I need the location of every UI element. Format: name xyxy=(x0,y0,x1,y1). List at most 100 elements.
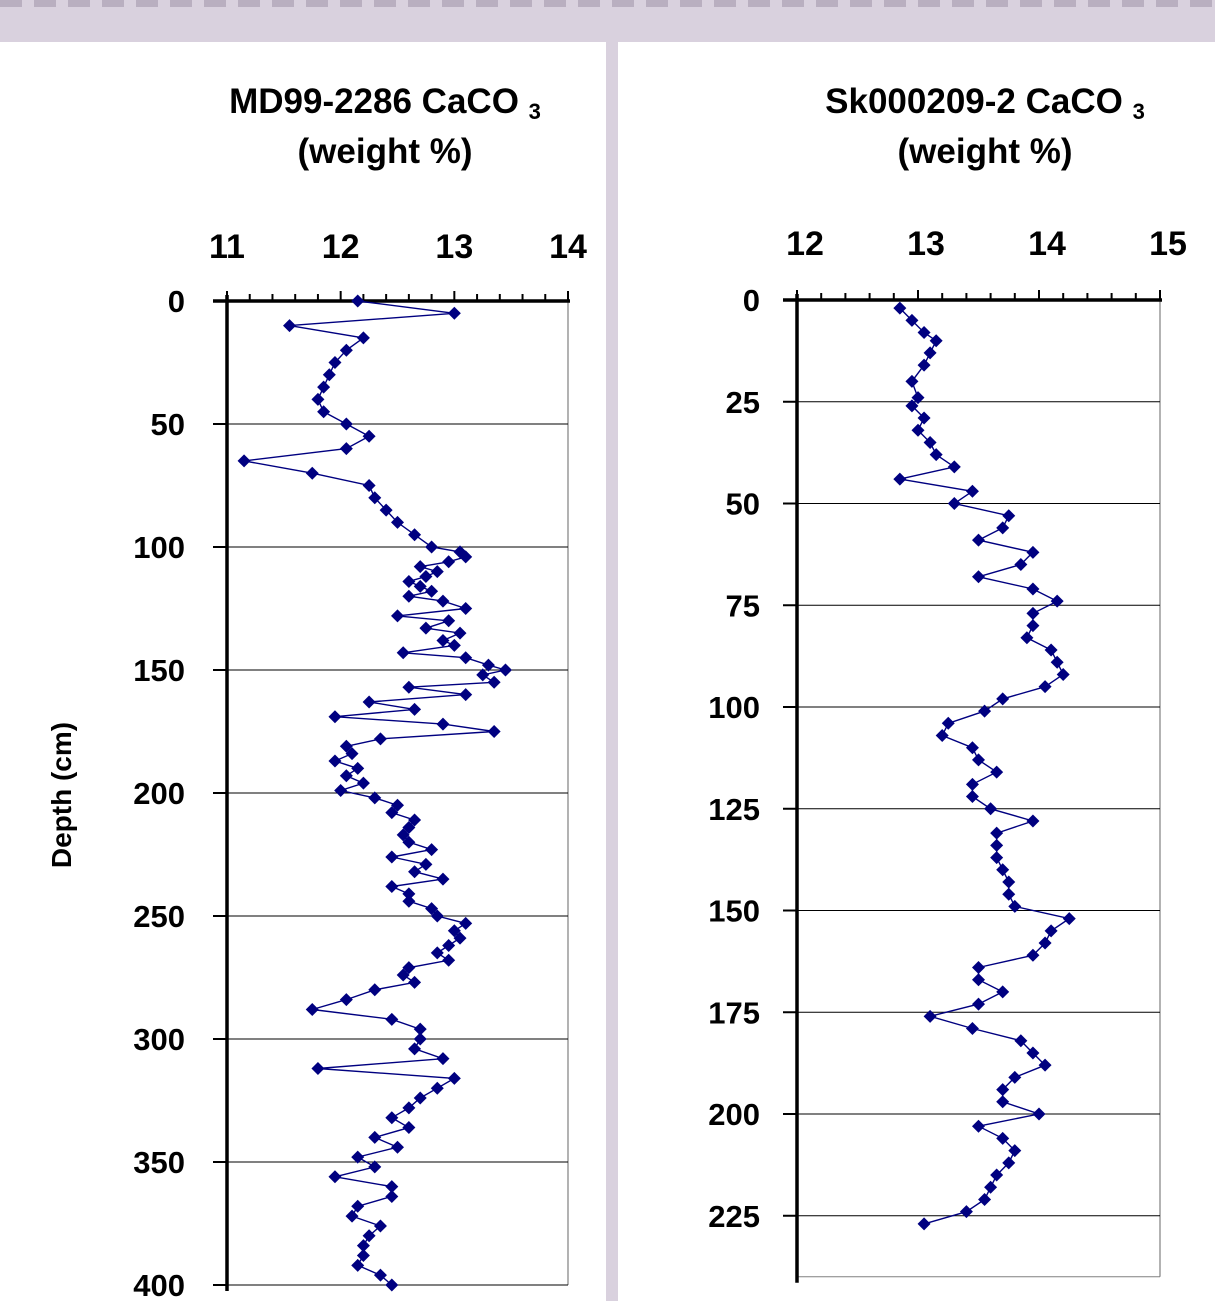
data-point xyxy=(436,594,450,608)
data-point xyxy=(990,1168,1004,1182)
data-point xyxy=(459,602,473,615)
x-tick-label: 15 xyxy=(1149,225,1187,263)
data-point xyxy=(442,953,456,967)
data-point xyxy=(402,887,416,901)
data-point xyxy=(402,589,416,603)
data-point xyxy=(425,902,439,916)
chart-title-right: Sk000209-2 CaCO 3 (weight %) xyxy=(770,79,1200,175)
data-point xyxy=(965,790,979,804)
chart-1: 0 50 100 150 200 250 300 350 400 11 12 13 14 xyxy=(133,228,587,1301)
data-point xyxy=(476,668,490,682)
data-point xyxy=(408,813,422,827)
y-tick-label: 175 xyxy=(708,995,760,1030)
data-point xyxy=(413,1022,427,1036)
data-point xyxy=(322,368,336,382)
y-tick-label: 100 xyxy=(708,690,760,725)
data-point xyxy=(283,319,297,333)
series-line xyxy=(899,307,1072,1225)
data-point xyxy=(436,872,450,886)
y-tick-label: 200 xyxy=(708,1097,760,1132)
data-point xyxy=(996,1131,1010,1145)
data-point xyxy=(356,1248,370,1262)
data-point xyxy=(1026,545,1040,559)
chart-title-left-text: MD99-2286 CaCO xyxy=(229,82,519,121)
data-point xyxy=(339,769,353,783)
data-point xyxy=(385,879,399,893)
data-point xyxy=(368,1130,382,1144)
data-point xyxy=(911,423,925,437)
data-point xyxy=(430,565,444,579)
data-point xyxy=(413,579,427,593)
data-point xyxy=(972,533,985,547)
data-point xyxy=(990,838,1004,852)
data-point xyxy=(351,294,365,308)
data-point xyxy=(972,973,985,987)
data-point xyxy=(317,405,331,419)
chart-title-right-line2: (weight %) xyxy=(897,132,1073,171)
data-point xyxy=(972,1119,985,1133)
data-point xyxy=(339,343,353,357)
data-point xyxy=(436,1052,450,1066)
data-point xyxy=(1044,924,1058,938)
y-tick-label: 25 xyxy=(726,385,760,420)
data-point xyxy=(1044,643,1058,657)
data-point xyxy=(911,391,925,405)
data-point xyxy=(947,497,961,510)
data-point xyxy=(1008,1070,1022,1084)
data-point xyxy=(396,646,410,660)
data-point xyxy=(430,946,444,960)
chart-title-left-line2: (weight %) xyxy=(297,132,473,171)
chart-title-left-subscript: 3 xyxy=(528,99,541,124)
chart-title-right-text: Sk000209-2 CaCO xyxy=(825,82,1123,121)
y-tick-label: 250 xyxy=(133,899,185,934)
data-point xyxy=(396,828,410,842)
data-point xyxy=(459,550,473,564)
data-point xyxy=(905,313,919,327)
data-point xyxy=(905,399,919,413)
data-point xyxy=(402,820,416,834)
data-point xyxy=(362,1229,376,1243)
data-point xyxy=(959,1205,973,1219)
data-point xyxy=(402,1101,416,1115)
data-point xyxy=(996,1095,1010,1109)
data-point xyxy=(385,1012,399,1026)
data-point xyxy=(996,1083,1010,1097)
data-point xyxy=(339,442,353,456)
data-point xyxy=(978,704,992,718)
x-tick-label: 13 xyxy=(907,225,945,263)
chart-title-left: MD99-2286 CaCO 3 (weight %) xyxy=(170,79,600,175)
data-point xyxy=(447,1071,461,1085)
x-tick-label: 12 xyxy=(322,228,360,266)
top-band xyxy=(0,0,1215,42)
y-tick-label: 400 xyxy=(133,1268,185,1301)
chart-2: 0 25 50 75 100 125 150 175 200 225 12 13 14 15 xyxy=(708,225,1187,1283)
data-point xyxy=(923,435,937,449)
panel-divider xyxy=(606,42,618,1301)
data-point xyxy=(385,1111,399,1125)
data-point xyxy=(1014,558,1028,572)
data-point xyxy=(481,658,495,672)
data-point xyxy=(413,560,427,574)
data-point xyxy=(351,761,365,775)
data-point xyxy=(1014,1034,1028,1048)
data-point xyxy=(334,784,348,798)
data-point xyxy=(402,574,416,588)
y-tick-label: 350 xyxy=(133,1145,185,1180)
data-point xyxy=(385,1278,399,1292)
data-point xyxy=(339,417,353,431)
x-tick-label: 14 xyxy=(549,228,587,266)
data-point xyxy=(893,301,907,315)
data-point xyxy=(305,466,319,480)
data-point xyxy=(447,638,461,652)
data-point xyxy=(425,584,439,598)
data-point xyxy=(1002,887,1016,901)
data-point xyxy=(419,857,433,871)
y-tick-label: 50 xyxy=(151,407,185,442)
data-point xyxy=(1020,631,1034,645)
data-point xyxy=(237,454,251,468)
data-point xyxy=(990,826,1004,840)
data-point xyxy=(345,747,359,761)
data-point xyxy=(498,663,512,677)
